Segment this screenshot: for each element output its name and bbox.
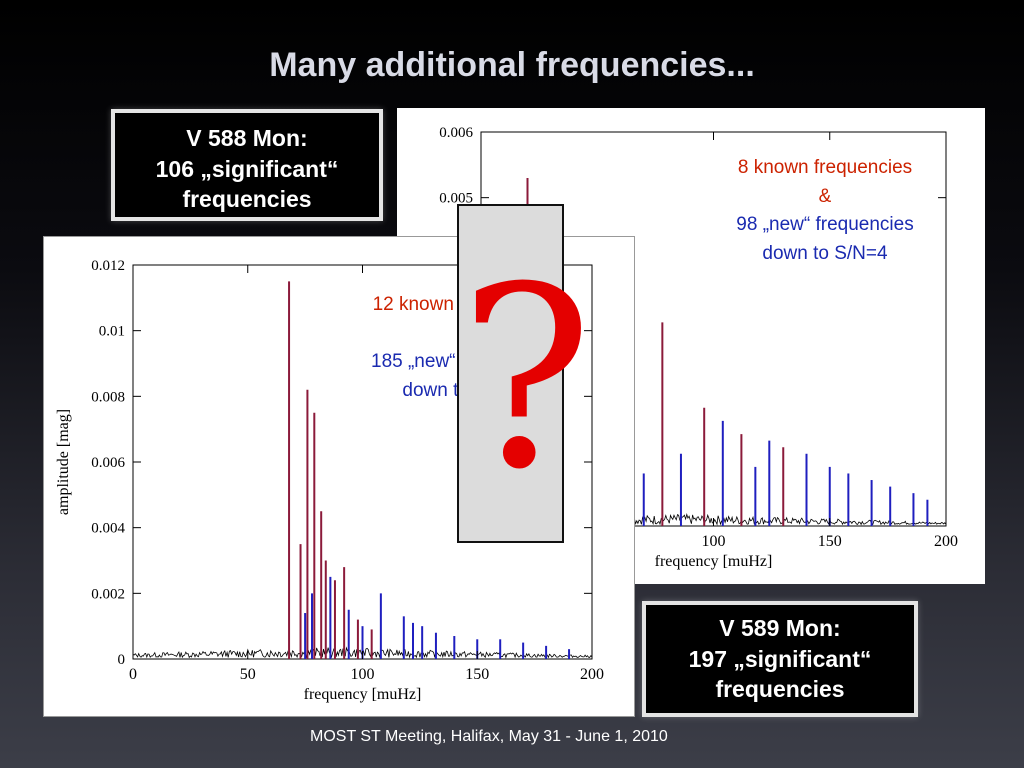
x-tick-label: 100: [351, 666, 375, 683]
y-tick-label: 0: [118, 652, 126, 668]
question-box: ?: [457, 204, 594, 543]
v589-star-name: V 589 Mon:: [719, 615, 841, 641]
x-tick-label: 150: [465, 666, 489, 683]
back-ampersand: &: [818, 185, 832, 207]
y-tick-label: 0.002: [91, 586, 125, 602]
back-sn-limit: down to S/N=4: [762, 242, 888, 264]
v589-frequency-count: 197 „significant“: [688, 645, 872, 672]
y-tick-label: 0.005: [439, 191, 473, 207]
y-tick-label: 0.01: [99, 324, 125, 340]
x-tick-label: 0: [129, 666, 137, 683]
x-tick-label: 200: [580, 666, 604, 683]
v588-frequency-word: frequencies: [182, 186, 312, 213]
y-tick-label: 0.012: [91, 258, 125, 274]
back-annotation: 8 known frequencies & 98 „new“ frequenci…: [690, 154, 960, 268]
x-tick-label: 100: [702, 533, 726, 550]
y-tick-label: 0.004: [91, 521, 125, 537]
back-known-count: 8 known frequencies: [737, 157, 913, 178]
v588-star-name: V 588 Mon:: [186, 125, 308, 151]
x-tick-label: 50: [240, 666, 256, 683]
v589-frequency-word: frequencies: [715, 676, 845, 703]
footer-text: MOST ST Meeting, Halifax, May 31 - June …: [310, 728, 668, 745]
v588-label-box: V 588 Mon: 106 „significant“ frequencies: [111, 109, 383, 221]
v589-label-box: V 589 Mon: 197 „significant“ frequencies: [642, 601, 918, 717]
slide-title: Many additional frequencies...: [269, 46, 755, 84]
v588-frequency-count: 106 „significant“: [155, 155, 339, 182]
x-axis-label: frequency [muHz]: [655, 553, 773, 570]
y-tick-label: 0.006: [91, 455, 125, 471]
x-axis-label: frequency [muHz]: [304, 686, 422, 703]
y-tick-label: 0.006: [439, 125, 473, 141]
x-tick-label: 200: [934, 533, 958, 550]
front-frequency-chart: 0 50 100 150 200 0 0.002 0.004 0.006 0.008 0.01 0.0…: [55, 258, 604, 703]
question-mark-icon: ?: [459, 233, 594, 524]
y-tick-label: 0.008: [91, 389, 125, 405]
x-tick-label: 150: [818, 533, 842, 550]
back-new-count: 98 „new“ frequencies: [736, 214, 914, 235]
y-axis-label: amplitude [mag]: [55, 409, 72, 515]
front-chart-panel: 0 50 100 150 200 0 0.002 0.004 0.006 0.008 0.01 0.0…: [43, 236, 635, 717]
